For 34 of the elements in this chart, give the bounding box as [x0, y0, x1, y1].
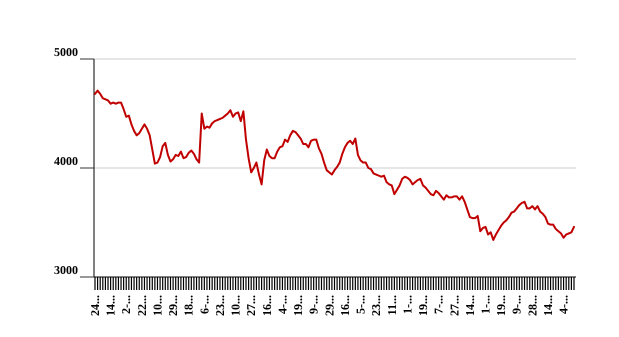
y-tick-label: 5000 [54, 45, 78, 59]
x-tick-label: 19... [291, 295, 306, 316]
x-tick-label: 4-... [275, 295, 290, 314]
x-tick-label: 28... [525, 295, 540, 316]
x-tick-label: 16... [260, 295, 274, 316]
x-tick-label: 9-... [306, 295, 321, 314]
y-tick-label: 4000 [54, 154, 78, 168]
x-tick-label: 29... [322, 295, 336, 316]
x-tick-label: 18... [182, 295, 196, 316]
x-tick-label: 10... [150, 295, 164, 316]
x-tick-label: 1-... [400, 295, 414, 314]
x-tick-label: 14... [104, 295, 118, 316]
x-tick-label: 4-... [556, 295, 571, 314]
x-tick-label: 27... [447, 295, 462, 316]
x-tick-label: 19... [416, 295, 430, 316]
x-tick-label: 24... [88, 295, 102, 316]
x-tick-label: 22... [134, 295, 149, 316]
x-tick-label: 7-... [432, 295, 446, 314]
x-tick-label: 9-... [510, 295, 524, 314]
x-tick-label: 14... [540, 295, 555, 316]
x-tick-label: 1-... [478, 295, 492, 314]
x-tick-label: 19... [494, 295, 508, 316]
x-tick-label: 5-... [354, 295, 368, 314]
x-tick-label: 27... [244, 295, 258, 316]
x-tick-label: 16... [338, 295, 352, 316]
x-tick-label: 11... [384, 295, 399, 316]
x-tick-label: 6-... [197, 295, 212, 314]
x-tick-label: 23... [369, 295, 384, 316]
x-tick-label: 23... [212, 295, 227, 316]
y-tick-label: 3000 [54, 263, 78, 277]
x-tick-label: 14... [462, 295, 477, 316]
x-tick-label: 29... [166, 295, 180, 316]
x-tick-label: 2-... [119, 295, 134, 314]
x-tick-label: 10... [228, 295, 243, 316]
